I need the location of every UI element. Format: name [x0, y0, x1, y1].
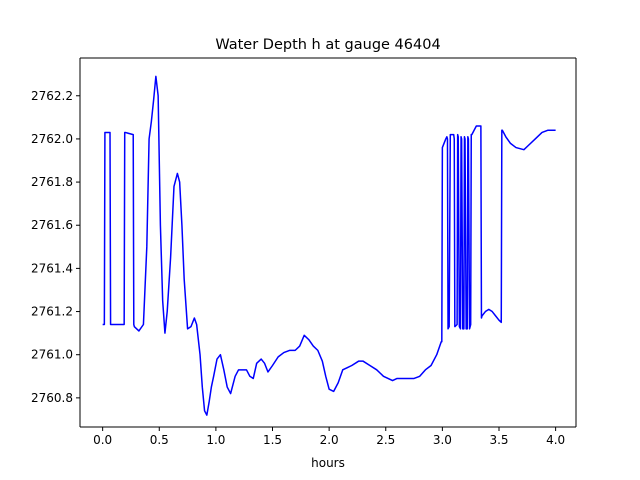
y-tick-label: 2761.2 — [31, 305, 73, 319]
y-tick-label: 2762.2 — [31, 89, 73, 103]
x-axis-label: hours — [311, 456, 345, 470]
x-tick-label: 2.5 — [376, 433, 395, 447]
x-tick-label: 0.5 — [150, 433, 169, 447]
y-tick-label: 2762.0 — [31, 132, 73, 146]
chart-title: Water Depth h at gauge 46404 — [215, 37, 440, 53]
x-tick-label: 3.0 — [433, 433, 452, 447]
x-tick-label: 0.0 — [93, 433, 112, 447]
y-tick-label: 2761.4 — [31, 261, 73, 275]
series-line-1 — [102, 75, 556, 416]
x-tick-label: 4.0 — [546, 433, 565, 447]
x-tick-label: 3.5 — [489, 433, 508, 447]
x-tick-label: 1.5 — [263, 433, 282, 447]
y-tick-label: 2761.0 — [31, 348, 73, 362]
x-tick-label: 1.0 — [206, 433, 225, 447]
y-tick-label: 2761.6 — [31, 218, 73, 232]
y-tick-label: 2760.8 — [31, 391, 73, 405]
plot-area: 0.0 0.5 1.0 1.5 2.0 2.5 3.0 3.5 4.0 2760.8 2761.0 2… — [31, 57, 577, 447]
x-tick-label: 2.0 — [320, 433, 339, 447]
y-tick-label: 2761.8 — [31, 175, 73, 189]
